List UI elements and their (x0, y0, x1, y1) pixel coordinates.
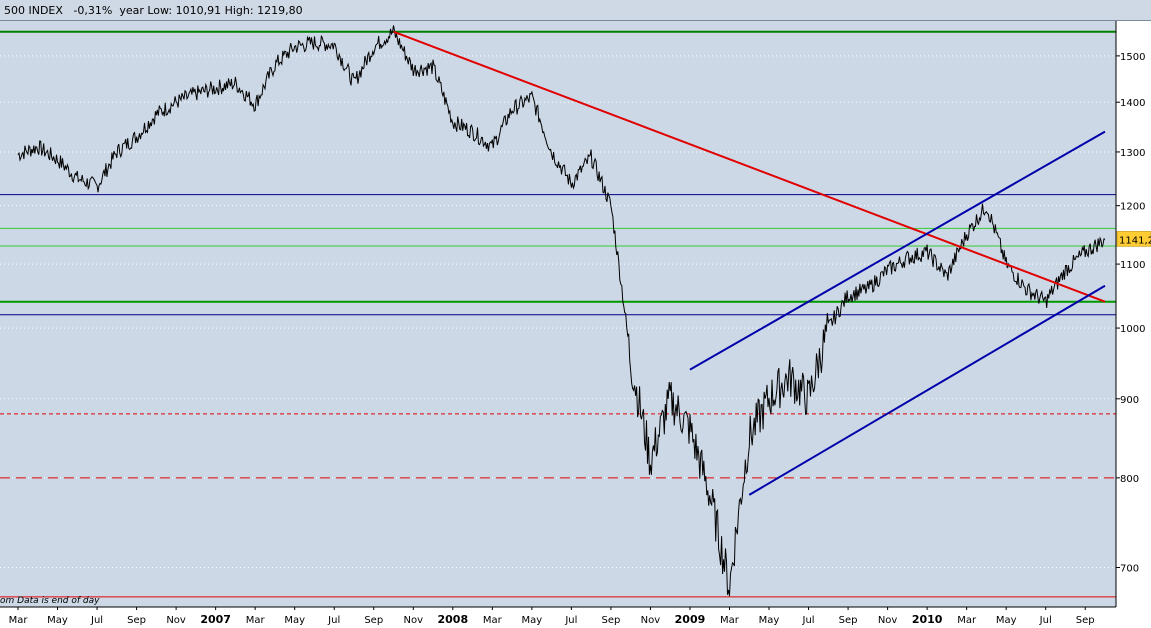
x-tick-label: Jul (1039, 615, 1052, 626)
bottom-axis-panel (0, 607, 1151, 628)
x-tick-label: Mar (483, 615, 503, 626)
x-tick-label: Sep (364, 615, 383, 626)
price-series (17, 25, 1106, 597)
y-tick-label: 1400 (1120, 98, 1145, 109)
x-tick-label: May (759, 615, 780, 626)
x-tick-label: Jul (564, 615, 577, 626)
y-tick-label: 1000 (1120, 324, 1145, 335)
plot-area (0, 21, 1116, 607)
x-tick-label: May (284, 615, 305, 626)
horizontal-levels (0, 30, 1116, 598)
last-price-badge-box (1116, 231, 1151, 247)
trend-line-1 (689, 130, 1106, 371)
chart-title: 500 INDEX -0,31% year Low: 1010,91 High:… (4, 4, 303, 17)
x-tick-label: Mar (246, 615, 266, 626)
x-tick-label: Nov (404, 615, 424, 626)
y-tick-label: 900 (1120, 395, 1139, 406)
x-tick-label: 2007 (200, 613, 231, 626)
title-bar: 500 INDEX -0,31% year Low: 1010,91 High:… (0, 0, 1151, 21)
y-tick-label: 1100 (1120, 260, 1145, 271)
y-tick-label: 700 (1120, 564, 1139, 575)
x-tick-label: Sep (127, 615, 146, 626)
x-tick-label: Nov (166, 615, 186, 626)
x-tick-label: Mar (9, 615, 29, 626)
x-tick-label: May (47, 615, 68, 626)
x-tick-label: Jul (90, 615, 103, 626)
trend-line-0 (393, 30, 1106, 303)
y-axis-ticks: 700 800 900 1000 1100 1200 1300 1400 1500 (1116, 52, 1145, 575)
y-tick-label: 1500 (1120, 52, 1145, 63)
x-tick-label: Jul (802, 615, 815, 626)
x-tick-label: Nov (878, 615, 898, 626)
last-price-badge: 1141,2 (1116, 231, 1151, 247)
trend-lines (393, 30, 1106, 496)
x-axis-ticks: Mar May Jul Sep Nov 2007 Mar May Jul Sep Nov 2008 Ma… (9, 607, 1095, 626)
x-tick-label: May (996, 615, 1017, 626)
x-tick-label: Jul (327, 615, 340, 626)
y-tick-label: 800 (1120, 474, 1139, 485)
x-tick-label: 2010 (912, 613, 943, 626)
x-tick-label: Sep (601, 615, 620, 626)
trend-line-2 (748, 284, 1106, 496)
right-axis-panel (1116, 21, 1151, 607)
y-tick-label: 1300 (1120, 148, 1145, 159)
x-tick-label: 2008 (437, 613, 468, 626)
x-tick-label: May (522, 615, 543, 626)
x-tick-label: Sep (1076, 615, 1095, 626)
price-line (17, 25, 1106, 597)
y-tick-label: 1200 (1120, 202, 1145, 213)
x-tick-label: Sep (839, 615, 858, 626)
x-tick-label: 2009 (675, 613, 706, 626)
last-price-label: 1141,2 (1119, 235, 1151, 246)
x-tick-label: Mar (720, 615, 740, 626)
footnote: om Data is end of day (0, 596, 100, 606)
x-tick-label: Nov (641, 615, 661, 626)
x-tick-label: Mar (957, 615, 977, 626)
